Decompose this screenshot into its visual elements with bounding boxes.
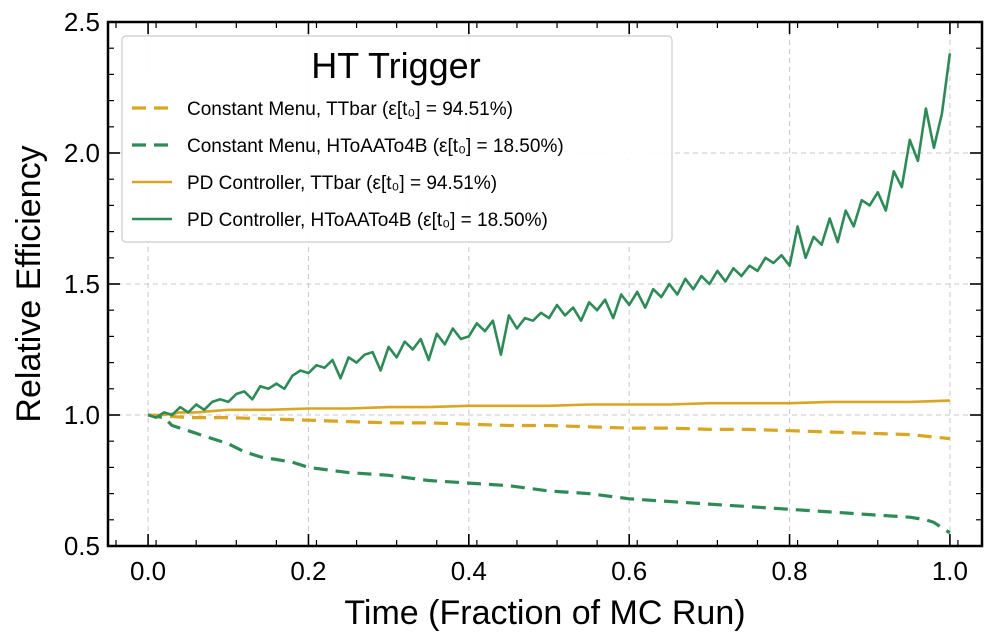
y-axis-label: Relative Efficiency [10,145,48,422]
x-tick-label: 1.0 [932,556,968,586]
series-layer [147,53,952,535]
x-axis-label: Time (Fraction of MC Run) [344,594,745,632]
legend-entries: Constant Menu, TTbar (ε[t₀] = 94.51%) Con… [132,99,564,231]
y-tick-label: 0.5 [64,531,100,561]
legend-label-1: Constant Menu, HToAATo4B (ε[t₀] = 18.50%… [187,136,564,157]
series-line-3 [147,53,952,419]
y-tick-label: 2.5 [64,7,100,37]
legend-label-3: PD Controller, HToAATo4B (ε[t₀] = 18.50%… [187,210,548,231]
x-tick-label: 0.8 [771,556,807,586]
legend-title: HT Trigger [311,45,480,86]
y-tick-label: 1.5 [64,269,100,299]
y-tick-label: 1.0 [64,400,100,430]
x-tick-label: 0.6 [611,556,647,586]
ticks [108,21,982,547]
x-tick-label: 0.2 [290,556,326,586]
x-tick-label: 0.0 [130,556,166,586]
legend-box [121,35,673,243]
legend-label-0: Constant Menu, TTbar (ε[t₀] = 94.51%) [187,99,513,120]
legend-label-2: PD Controller, TTbar (ε[t₀] = 94.51%) [187,173,497,194]
tick-labels: 0.0 0.2 0.4 0.6 0.8 1.0 0.5 1.0 1.5 2.0 2.5 [64,7,968,586]
series-line-0 [147,413,951,441]
legend: HT Trigger Constant Menu, TTbar (ε[t₀] =… [121,35,673,243]
y-tick-label: 2.0 [64,138,100,168]
x-tick-label: 0.4 [451,556,487,586]
series-line-2 [148,399,950,417]
